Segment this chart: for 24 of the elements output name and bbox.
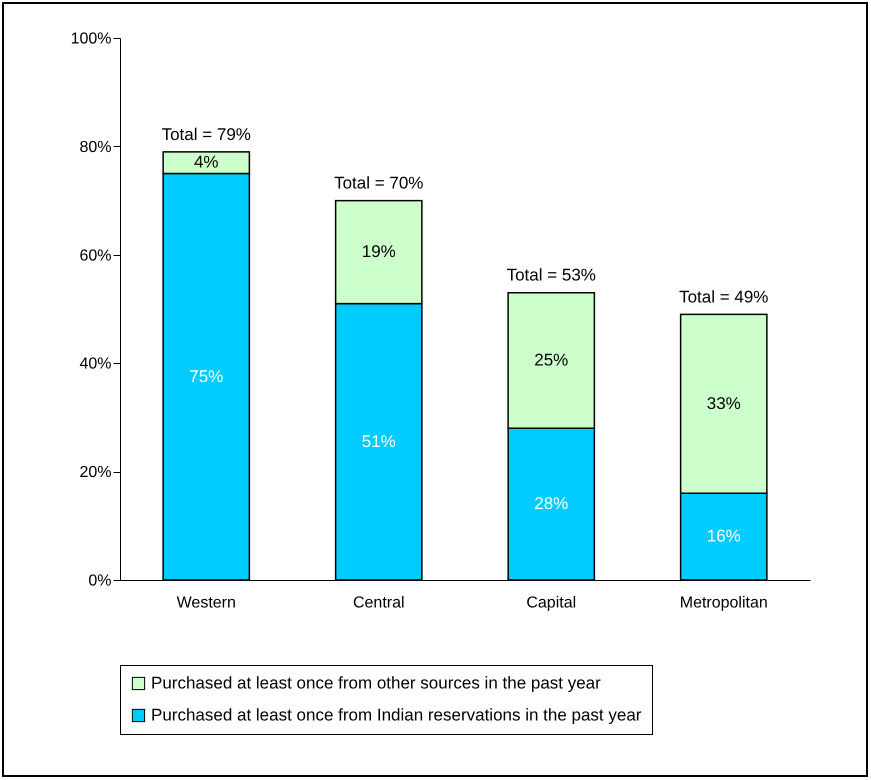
data-label: 16% [706,526,741,546]
y-tick-label: 0% [88,572,112,590]
data-label: 28% [534,494,568,514]
total-label: Total = 53% [506,266,596,285]
y-tick-label: 60% [79,247,112,264]
x-tick-label: Western [176,594,236,612]
y-tick-label: 20% [79,464,112,482]
y-tick-label: 100% [70,30,112,48]
data-label: 4% [194,152,219,172]
y-tick-label: 80% [79,138,112,156]
legend-label: Purchased at least once from other sources in the past year [151,674,602,692]
data-label: 51% [362,432,396,451]
x-tick-label: Central [352,594,405,612]
total-label: Total = 70% [334,174,424,193]
data-label: 25% [534,350,568,370]
data-label: 75% [189,366,224,386]
data-label: 33% [706,394,741,413]
legend-label: Purchased at least once from Indian reservations in the past year [151,706,642,724]
data-label: 19% [362,242,396,262]
y-tick-label: 40% [79,356,112,373]
total-label: Total = 49% [679,287,768,306]
x-tick-label: Capital [526,594,576,612]
total-label: Total = 79% [162,124,251,144]
x-tick-label: Metropolitan [680,594,768,612]
